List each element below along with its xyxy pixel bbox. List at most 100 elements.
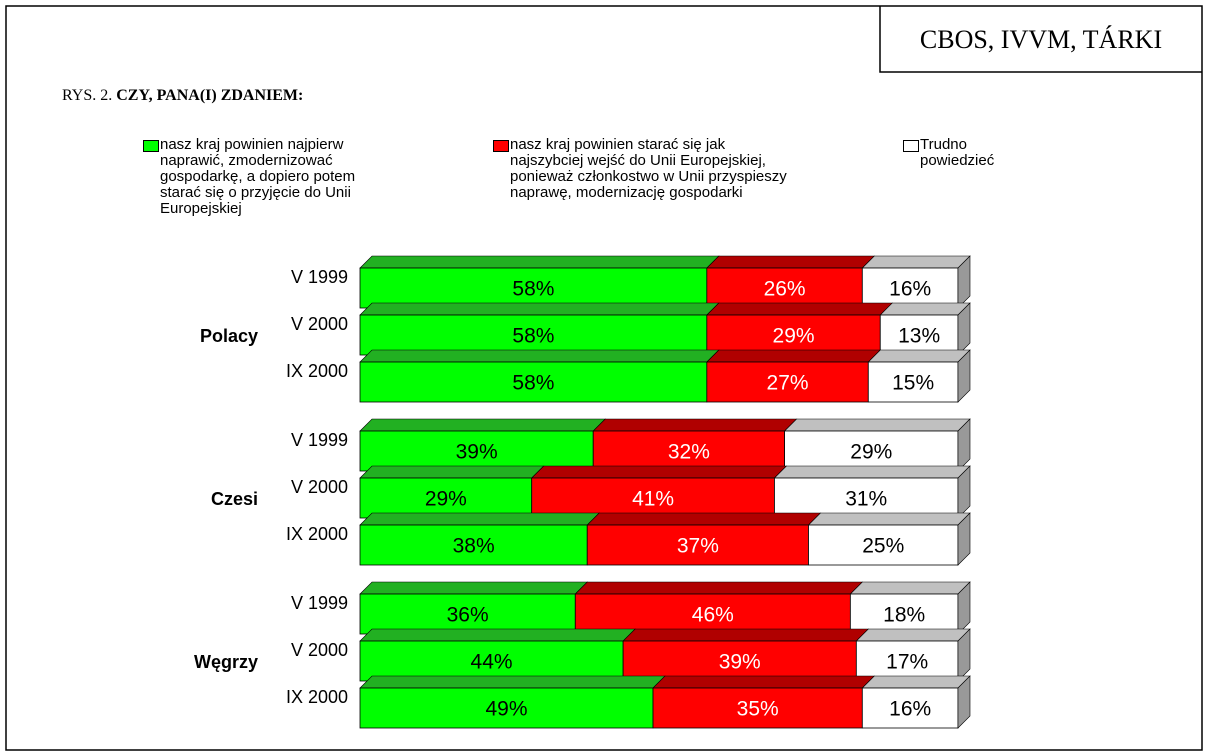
value-label: 13% xyxy=(898,325,940,348)
value-label: 29% xyxy=(850,441,892,464)
bar-top xyxy=(861,675,971,689)
bar xyxy=(359,687,654,729)
bar-top xyxy=(359,349,720,363)
value-label: 17% xyxy=(886,651,928,674)
value-label: 16% xyxy=(889,278,931,301)
value-label: 35% xyxy=(737,698,779,721)
value-label: 46% xyxy=(692,604,734,627)
row-label: V 2000 xyxy=(291,477,348,497)
row-label: IX 2000 xyxy=(286,361,348,381)
row-label: V 1999 xyxy=(291,430,348,450)
legend-swatch xyxy=(143,140,159,152)
bar-top xyxy=(359,512,600,526)
bar-side xyxy=(957,628,971,682)
bar xyxy=(861,267,959,309)
bar-side xyxy=(957,418,971,472)
bar xyxy=(855,640,959,682)
value-label: 39% xyxy=(456,441,498,464)
legend-swatch xyxy=(493,140,509,152)
group-label: Polacy xyxy=(200,326,258,346)
legend-swatch xyxy=(903,140,919,152)
bar-top xyxy=(849,581,971,595)
bar-top xyxy=(359,418,606,432)
value-label: 58% xyxy=(512,325,554,348)
bar-top xyxy=(706,349,882,363)
bar xyxy=(359,593,576,635)
bar xyxy=(706,314,881,356)
bar-side xyxy=(957,465,971,519)
row-label: V 2000 xyxy=(291,314,348,334)
value-label: 38% xyxy=(453,535,495,558)
bar-side xyxy=(957,675,971,729)
row-label: IX 2000 xyxy=(286,687,348,707)
bar-top xyxy=(586,512,822,526)
chart-title: RYS. 2. CZY, PANA(I) ZDANIEM: xyxy=(62,87,303,104)
bar xyxy=(808,524,959,566)
bar xyxy=(774,477,959,519)
bar-top xyxy=(879,302,971,316)
value-label: 26% xyxy=(764,278,806,301)
value-label: 41% xyxy=(632,488,674,511)
bar-top xyxy=(359,255,720,269)
source: CBOS, IVVM, TÁRKI xyxy=(920,25,1162,54)
bar xyxy=(622,640,857,682)
group-label: Węgrzy xyxy=(194,652,258,672)
bar xyxy=(359,477,533,519)
bar xyxy=(359,267,708,309)
source-box xyxy=(879,6,1202,73)
bar xyxy=(879,314,959,356)
title-text: CZY, PANA(I) ZDANIEM: xyxy=(116,87,303,104)
row-label: V 1999 xyxy=(291,593,348,613)
bar xyxy=(592,430,785,472)
bar xyxy=(359,640,624,682)
value-label: 15% xyxy=(892,372,934,395)
bar-top xyxy=(574,581,864,595)
bar xyxy=(861,687,959,729)
legend-label: Trudno powiedzieć xyxy=(920,136,995,169)
bar xyxy=(359,361,708,403)
value-label: 16% xyxy=(889,698,931,721)
bar-top xyxy=(867,349,971,363)
bar-top xyxy=(359,302,720,316)
bar xyxy=(359,430,594,472)
bar-side xyxy=(957,302,971,356)
bar-top xyxy=(530,465,788,479)
bar xyxy=(359,314,708,356)
frame xyxy=(5,5,1203,751)
row-label: IX 2000 xyxy=(286,524,348,544)
bar-top xyxy=(706,255,876,269)
value-label: 29% xyxy=(425,488,467,511)
bar-top xyxy=(783,418,971,432)
legend-label: nasz kraj powinien starać się jak najszy… xyxy=(510,136,787,201)
bar-top xyxy=(773,465,971,479)
bar-top xyxy=(592,418,798,432)
value-label: 32% xyxy=(668,441,710,464)
group-label: Czesi xyxy=(211,489,258,509)
value-label: 27% xyxy=(767,372,809,395)
bar-side xyxy=(957,581,971,635)
bar xyxy=(574,593,851,635)
bar-top xyxy=(359,675,666,689)
value-label: 58% xyxy=(512,278,554,301)
title-prefix: RYS. 2. xyxy=(62,87,112,104)
row-label: V 2000 xyxy=(291,640,348,660)
bar-top xyxy=(652,675,876,689)
value-label: 29% xyxy=(773,325,815,348)
value-label: 37% xyxy=(677,535,719,558)
bar-side xyxy=(957,255,971,309)
bar-top xyxy=(622,628,870,642)
value-label: 25% xyxy=(862,535,904,558)
bar xyxy=(586,524,809,566)
bar-top xyxy=(359,581,589,595)
row-label: V 1999 xyxy=(291,267,348,287)
bar-side xyxy=(957,512,971,566)
bar-top xyxy=(861,255,971,269)
bar xyxy=(849,593,959,635)
bar-top xyxy=(807,512,971,526)
bar-top xyxy=(855,628,971,642)
bar xyxy=(652,687,863,729)
value-label: 31% xyxy=(845,488,887,511)
value-label: 58% xyxy=(512,372,554,395)
